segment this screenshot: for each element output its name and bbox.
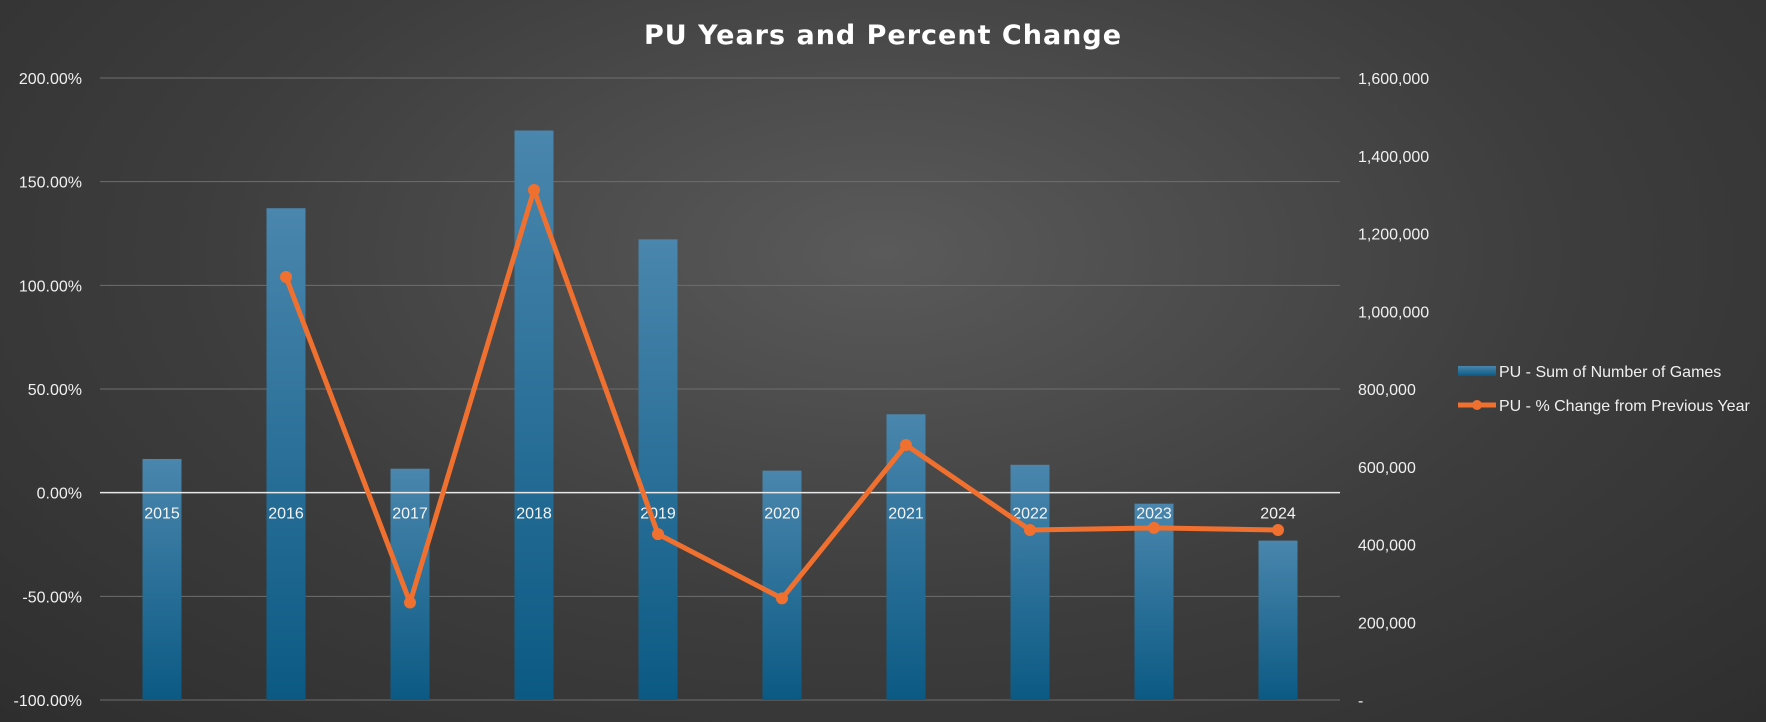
left-axis: -100.00% -50.00% 0.00% 50.00% 100.00% 150.00%…	[14, 71, 83, 710]
bar	[390, 468, 430, 700]
right-axis-tick-label: 1,200,000	[1358, 227, 1429, 244]
bar	[638, 239, 678, 701]
bar	[1134, 503, 1174, 700]
category-label: 2022	[1012, 506, 1048, 523]
bar	[1010, 464, 1050, 700]
right-axis-tick-label: 1,400,000	[1358, 149, 1429, 166]
category-label: 2021	[888, 506, 924, 523]
gridlines	[100, 77, 1340, 701]
line-point	[280, 271, 292, 284]
category-label: 2023	[1136, 506, 1172, 523]
line-point	[776, 592, 788, 605]
right-axis: - 200,000 400,000 600,000 800,000 1,000,000 1,…	[1358, 71, 1429, 710]
legend-swatch-bars	[1458, 366, 1496, 376]
right-axis-tick-label: 1,000,000	[1358, 304, 1429, 321]
right-axis-tick-label: 400,000	[1358, 538, 1416, 555]
category-label: 2024	[1260, 506, 1296, 523]
category-label: 2016	[268, 506, 304, 523]
bar	[142, 458, 182, 700]
category-label: 2019	[640, 506, 676, 523]
line-point	[1272, 523, 1284, 536]
line-point	[900, 438, 912, 451]
chart-title: PU Years and Percent Change	[644, 20, 1122, 51]
legend-swatch-marker	[1472, 400, 1482, 410]
legend: PU - Sum of Number of Games PU - % Chang…	[1458, 364, 1750, 415]
line-point	[404, 596, 416, 609]
left-axis-tick-label: 0.00%	[37, 486, 82, 503]
bar	[266, 208, 306, 700]
category-label: 2015	[144, 506, 180, 523]
left-axis-tick-label: -50.00%	[22, 589, 82, 606]
legend-label-bars: PU - Sum of Number of Games	[1499, 364, 1721, 381]
line-point	[528, 183, 540, 196]
left-axis-tick-label: 200.00%	[19, 71, 82, 88]
category-label: 2017	[392, 506, 428, 523]
bar	[514, 130, 554, 700]
right-axis-tick-label: 800,000	[1358, 382, 1416, 399]
legend-label-line: PU - % Change from Previous Year	[1499, 398, 1750, 415]
left-axis-tick-label: 100.00%	[19, 278, 82, 295]
left-axis-tick-label: 150.00%	[19, 175, 82, 192]
right-axis-tick-label: 600,000	[1358, 460, 1416, 477]
category-label: 2020	[764, 506, 800, 523]
line-point	[1024, 523, 1036, 536]
left-axis-tick-label: 50.00%	[28, 382, 82, 399]
right-axis-tick-label: -	[1358, 693, 1363, 710]
right-axis-tick-label: 200,000	[1358, 615, 1416, 632]
category-labels: 2015 2016 2017 2018 2019 2020 2021 2022 2023 2024	[144, 506, 1296, 523]
line-point	[1148, 521, 1160, 534]
line-point	[652, 528, 664, 541]
line-series	[280, 183, 1284, 609]
bar-series	[142, 130, 1298, 701]
bar	[1258, 540, 1298, 700]
left-axis-tick-label: -100.00%	[14, 693, 83, 710]
category-label: 2018	[516, 506, 552, 523]
right-axis-tick-label: 1,600,000	[1358, 71, 1429, 88]
